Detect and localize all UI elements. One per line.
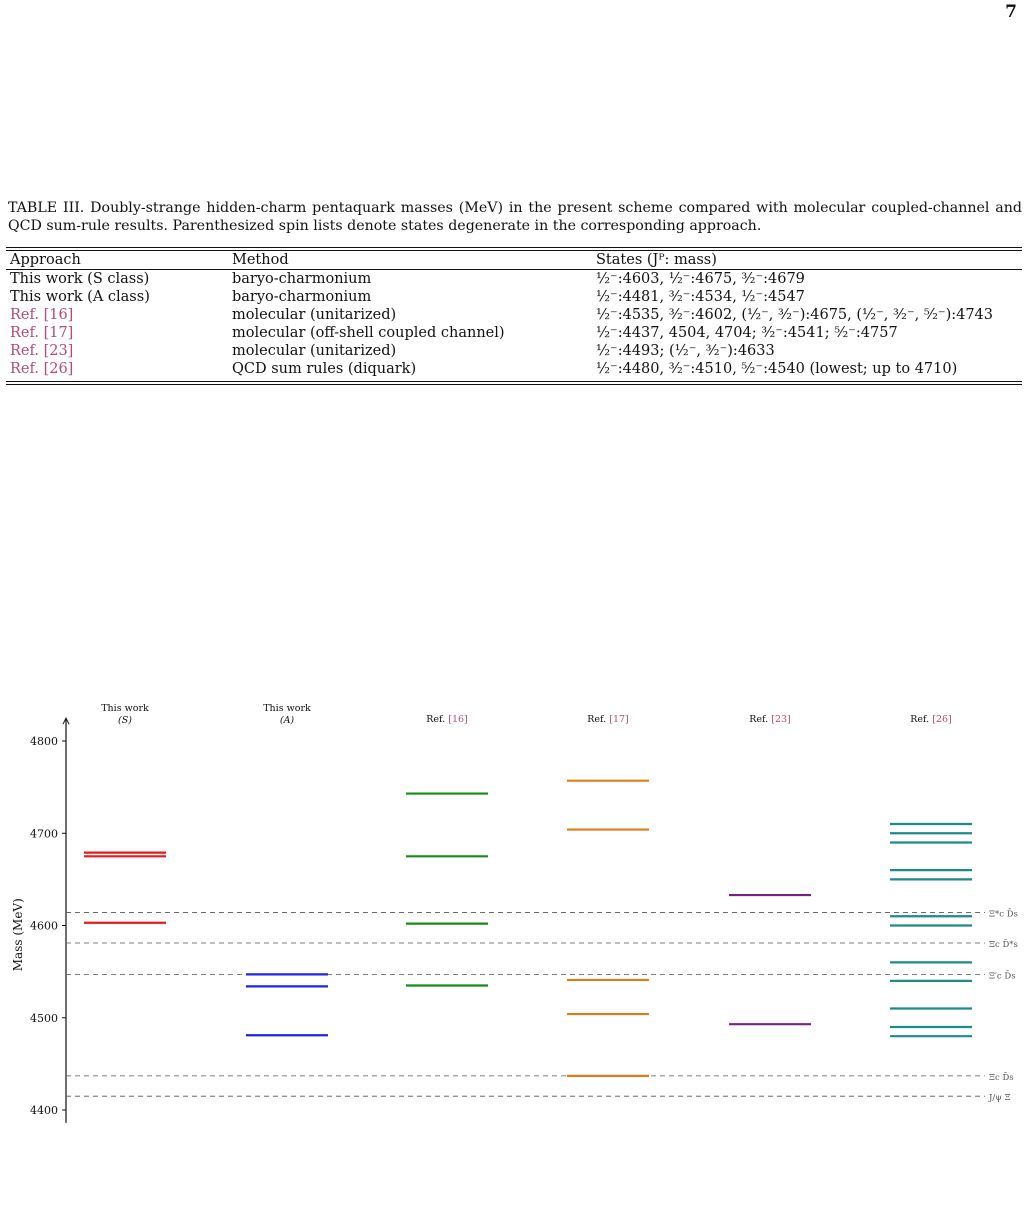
row-method: QCD sum rules (diquark): [232, 361, 417, 377]
table-header-row: Approach Method States (Jᴾ: mass): [6, 251, 1022, 270]
column-subheader: (A): [280, 715, 295, 726]
row-approach: This work (A class): [10, 289, 150, 305]
threshold-label: Ξ*c D̄s: [989, 908, 1018, 920]
row-method: molecular (off-shell coupled channel): [232, 325, 505, 341]
table-row: This work (A class) baryo-charmonium ½⁻:…: [6, 288, 1022, 306]
column-subheader: (S): [118, 715, 132, 726]
table-row: Ref. [16] molecular (unitarized) ½⁻:4535…: [6, 306, 1022, 324]
row-states: ½⁻:4480, ³⁄₂⁻:4510, ⁵⁄₂⁻:4540 (lowest; u…: [596, 361, 958, 377]
row-approach: This work (S class): [10, 271, 150, 287]
column-header: Ref. [26]: [910, 714, 952, 725]
column-header: Ref. [23]: [749, 714, 791, 725]
y-axis-arrow: [62, 717, 70, 725]
threshold-label: Ξc D̄*s: [989, 938, 1018, 950]
page-number: 7: [1005, 2, 1017, 22]
header-method: Method: [228, 251, 592, 270]
column-header: Ref. [16]: [426, 714, 468, 725]
row-approach-ref-link[interactable]: Ref. [17]: [10, 325, 74, 341]
row-approach-ref-link[interactable]: Ref. [16]: [10, 307, 74, 323]
table-row: Ref. [17] molecular (off-shell coupled c…: [6, 324, 1022, 342]
row-approach-ref-link[interactable]: Ref. [26]: [10, 361, 74, 377]
y-tick-label: 4400: [30, 1104, 58, 1117]
y-tick-label: 4500: [30, 1012, 58, 1025]
row-states: ½⁻:4481, ³⁄₂⁻:4534, ½⁻:4547: [596, 289, 805, 305]
row-method: molecular (unitarized): [232, 307, 397, 323]
row-method: baryo-charmonium: [232, 289, 372, 305]
table-row: This work (S class) baryo-charmonium ½⁻:…: [6, 270, 1022, 289]
table-caption: TABLE III. Doubly-strange hidden-charm p…: [8, 200, 1022, 234]
threshold-label: Ξc D̄s: [989, 1071, 1014, 1083]
row-states: ½⁻:4535, ³⁄₂⁻:4602, (½⁻, ³⁄₂⁻):4675, (½⁻…: [596, 307, 994, 323]
row-states: ½⁻:4437, 4504, 4704; ³⁄₂⁻:4541; ⁵⁄₂⁻:475…: [596, 325, 898, 341]
table-bottom-rule: [6, 381, 1022, 385]
mass-level-figure: 4400 4500 4600 4700 4800 Mass (MeV) Ξ*c D̄s Ξc …: [0, 690, 1029, 1201]
threshold-label: Ξ′c D̄s: [989, 970, 1016, 982]
y-tick-label: 4700: [30, 827, 58, 840]
table-row: Ref. [23] molecular (unitarized) ½⁻:4493…: [6, 342, 1022, 360]
column-header: This work: [263, 703, 311, 714]
column-header: This work: [101, 703, 149, 714]
header-approach: Approach: [6, 251, 228, 270]
y-axis-label: Mass (MeV): [11, 898, 25, 971]
y-tick-label: 4600: [30, 920, 58, 933]
level-diagram-svg: 4400 4500 4600 4700 4800 Mass (MeV) Ξ*c D̄s Ξc …: [11, 703, 1018, 1123]
row-approach-ref-link[interactable]: Ref. [23]: [10, 343, 74, 359]
row-states: ½⁻:4603, ½⁻:4675, ³⁄₂⁻:4679: [596, 271, 805, 287]
threshold-label: J/ψ Ξ: [988, 1093, 1011, 1103]
y-tick-label: 4800: [30, 735, 58, 748]
row-states: ½⁻:4493; (½⁻, ³⁄₂⁻):4633: [596, 343, 775, 359]
header-states: States (Jᴾ: mass): [592, 251, 1022, 270]
column-header: Ref. [17]: [587, 714, 629, 725]
table-top-rule: [6, 247, 1022, 251]
table-row: Ref. [26] QCD sum rules (diquark) ½⁻:448…: [6, 360, 1022, 378]
row-method: molecular (unitarized): [232, 343, 397, 359]
row-method: baryo-charmonium: [232, 271, 372, 287]
table-iii: Approach Method States (Jᴾ: mass) This w…: [6, 247, 1022, 385]
